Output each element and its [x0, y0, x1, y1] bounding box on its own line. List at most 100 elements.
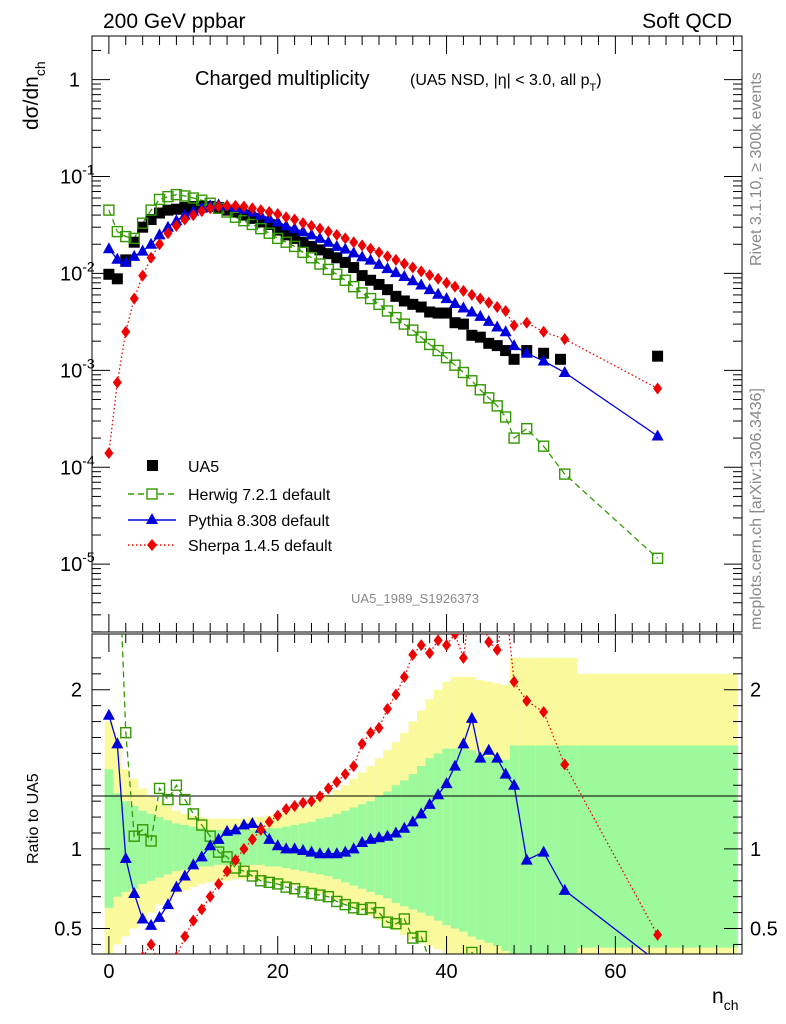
- herwig-ratio-point: [221, 851, 233, 863]
- pythia-ratio-point: [305, 845, 318, 857]
- sherpa-main-point: [104, 447, 114, 460]
- pythia-main-point: [330, 239, 343, 251]
- herwig-main-point: [187, 192, 199, 204]
- pythia-ratio-point: [161, 898, 174, 910]
- herwig-main-point: [407, 324, 419, 336]
- pythia-main-point: [415, 278, 428, 290]
- pythia-ratio-point: [170, 880, 183, 892]
- sherpa-main-point: [539, 325, 549, 338]
- herwig-ratio-point: [187, 808, 199, 820]
- legend-label-sherpa: Sherpa 1.4.5 default: [188, 538, 333, 555]
- herwig-main-point: [373, 298, 385, 311]
- ratio-band-inner: [374, 796, 384, 896]
- pythia-ratio-point: [406, 815, 419, 827]
- pythia-ratio-point: [136, 912, 149, 924]
- ua5-main-point: [538, 347, 550, 359]
- ua5-main-point: [255, 216, 267, 228]
- pythia-ratio-point: [474, 751, 487, 763]
- ratio-band-inner: [138, 810, 147, 884]
- ua5-main-point: [263, 218, 275, 230]
- herwig-ratio-point: [458, 955, 468, 965]
- main-y-tick-label: 10-4: [60, 452, 95, 479]
- pythia-ratio-point: [465, 711, 478, 723]
- ua5-main-point: [500, 345, 512, 357]
- sherpa-ratio-point: [130, 961, 139, 973]
- sherpa-ratio-point: [247, 833, 257, 846]
- herwig-main-point: [559, 468, 571, 480]
- ratio-plot-series: [102, 634, 663, 973]
- pythia-ratio-point: [280, 842, 293, 854]
- herwig-ratio-point: [196, 819, 208, 831]
- pythia-main-point: [465, 305, 478, 317]
- herwig-ratio-point: [272, 878, 284, 890]
- pythia-main-point: [280, 219, 293, 231]
- pythia-main-point: [347, 246, 360, 258]
- herwig-ratio-point: [539, 955, 549, 965]
- sherpa-main-line: [108, 205, 658, 454]
- sherpa-main-point: [222, 199, 232, 212]
- herwig-ratio-point: [373, 906, 385, 919]
- ratio-band-inner: [552, 745, 578, 954]
- pythia-main-point: [136, 244, 149, 256]
- pythia-main-point: [423, 283, 436, 295]
- pythia-main-point: [482, 314, 495, 326]
- ratio-band-inner: [400, 780, 409, 907]
- sherpa-main-point: [357, 239, 367, 252]
- pythia-main-point: [457, 301, 470, 313]
- herwig-ratio-point: [560, 955, 570, 965]
- sherpa-ratio-point: [180, 930, 190, 943]
- pythia-main-point: [271, 215, 284, 227]
- sherpa-main-point: [475, 292, 485, 305]
- main-y-tick-label: 1: [69, 70, 80, 92]
- pythia-ratio-point: [398, 821, 411, 833]
- herwig-main-point: [415, 331, 427, 343]
- pythia-main-point: [356, 250, 369, 262]
- sherpa-main-point: [197, 205, 207, 218]
- herwig-ratio-point: [466, 946, 478, 954]
- sherpa-main-point: [306, 219, 316, 232]
- sherpa-ratio-point: [653, 928, 663, 941]
- main-plot-series: [102, 188, 664, 564]
- ratio-band-inner: [425, 758, 434, 916]
- sherpa-main-point: [273, 208, 283, 221]
- herwig-main-point: [491, 400, 503, 412]
- sherpa-ratio-point: [458, 651, 468, 664]
- sherpa-main-point: [509, 319, 519, 332]
- herwig-main-point: [423, 338, 436, 351]
- herwig-main-point: [339, 274, 351, 286]
- ratio-band-inner: [129, 805, 139, 889]
- ratio-band-inner: [383, 791, 392, 899]
- herwig-ratio-point: [136, 824, 149, 836]
- herwig-ratio-point: [145, 835, 157, 847]
- herwig-ratio-point: [128, 830, 140, 842]
- herwig-ratio-point: [356, 903, 368, 916]
- herwig-main-point: [238, 215, 250, 227]
- x-tick-label: 20: [267, 961, 289, 983]
- sherpa-ratio-point: [264, 815, 274, 828]
- herwig-main-point: [537, 440, 550, 452]
- herwig-main-point: [398, 318, 411, 330]
- ua5-main-point: [348, 262, 360, 274]
- ratio-y-tick-label: 1: [71, 839, 82, 861]
- ua5-main-point: [441, 307, 453, 319]
- pythia-marker-icon: [146, 513, 158, 524]
- herwig-main-point: [364, 292, 377, 305]
- ua5-main-point: [432, 307, 444, 319]
- main-y-tick-label: 10-1: [60, 162, 95, 189]
- ua5-main-point: [356, 270, 368, 282]
- sherpa-ratio-point: [332, 776, 342, 789]
- sherpa-main-point: [290, 213, 300, 226]
- ua5-main-point: [398, 295, 410, 307]
- ua5-main-point: [297, 236, 309, 248]
- pythia-main-point: [313, 231, 326, 243]
- sherpa-ratio-point: [391, 688, 401, 701]
- pythia-ratio-point: [178, 869, 191, 881]
- pythia-ratio-point: [221, 824, 234, 836]
- herwig-main-point: [356, 287, 368, 299]
- herwig-main-point: [288, 240, 301, 253]
- herwig-main-point: [136, 217, 149, 229]
- pythia-ratio-point: [204, 839, 217, 851]
- ratio-band-inner: [467, 750, 477, 937]
- herwig-ratio-point: [347, 902, 360, 914]
- sherpa-main-point: [492, 301, 502, 314]
